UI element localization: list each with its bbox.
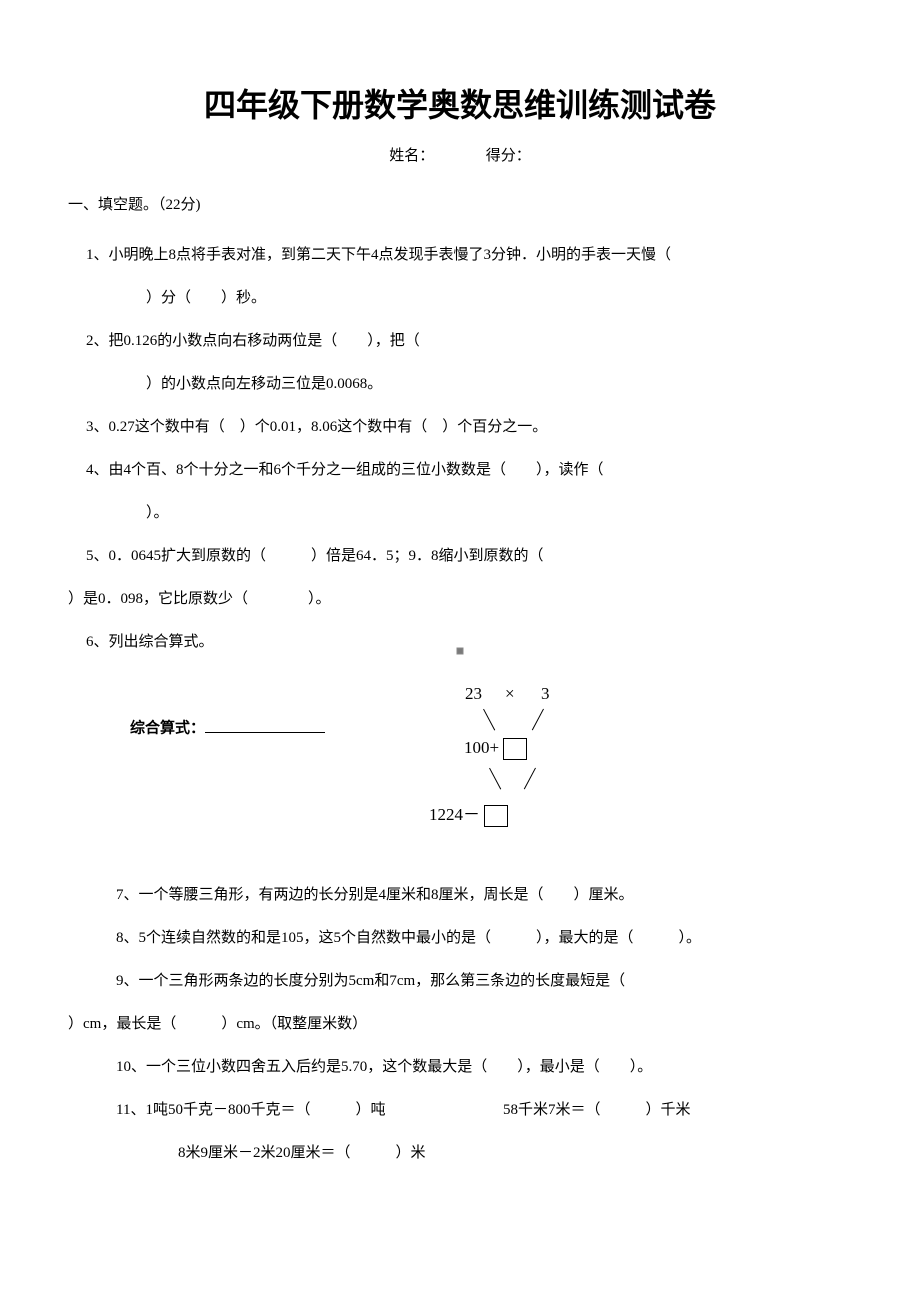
expression-tree: 23 × 3 100+ 1224－	[423, 684, 593, 854]
question-2-line1: 2、把0.126的小数点向右移动两位是（ ），把（	[86, 322, 852, 361]
tree-mid-text: 100+	[464, 738, 499, 757]
tree-line-4	[524, 768, 536, 790]
formula-blank	[205, 716, 325, 733]
question-10: 10、一个三位小数四舍五入后约是5.70，这个数最大是（ ），最小是（ ）。	[116, 1048, 852, 1087]
question-2-line2: ）的小数点向左移动三位是0.0068。	[146, 365, 852, 404]
tree-bottom-left: 1224－	[429, 800, 508, 827]
formula-label-text: 综合算式：	[130, 720, 205, 737]
question-5-line2: ）是0．098，它比原数少（ ）。	[68, 580, 852, 619]
question-9-line1: 9、一个三角形两条边的长度分别为5cm和7cm，那么第三条边的长度最短是（	[116, 962, 852, 1001]
section-1-heading: 一、填空题。（22分)	[68, 193, 852, 214]
question-4-line2: ）。	[146, 494, 852, 533]
question-7: 7、一个等腰三角形，有两边的长分别是4厘米和8厘米，周长是（ ）厘米。	[116, 876, 852, 915]
tree-mid-box	[503, 738, 527, 760]
subheader: 姓名： 得分：	[68, 144, 852, 165]
question-8: 8、5个连续自然数的和是105，这5个自然数中最小的是（ ），最大的是（ ）。	[116, 919, 852, 958]
question-1-line2: ）分（ ）秒。	[146, 279, 852, 318]
formula-label: 综合算式：	[130, 716, 325, 738]
question-11-line1: 11、1吨50千克－800千克＝（ ）吨 58千米7米＝（ ）千米	[116, 1091, 852, 1130]
question-11-part-b: 58千米7米＝（ ）千米	[503, 1102, 691, 1118]
page-title: 四年级下册数学奥数思维训练测试卷	[68, 80, 852, 126]
tree-bottom-box	[484, 805, 508, 827]
question-4-line1: 4、由4个百、8个十分之一和6个千分之一组成的三位小数数是（ ），读作（	[86, 451, 852, 490]
question-1-line1: 1、小明晚上8点将手表对准，到第二天下午4点发现手表慢了3分钟．小明的手表一天慢…	[86, 236, 852, 275]
tree-top-right: 3	[541, 684, 550, 704]
tree-bottom-text: 1224－	[429, 805, 480, 824]
question-3: 3、0.27这个数中有（ ）个0.01，8.06这个数中有（ ）个百分之一。	[86, 408, 852, 447]
question-11-line2: 8米9厘米－2米20厘米＝（ ）米	[178, 1134, 852, 1173]
tree-line-3	[489, 768, 501, 790]
tree-mid-left: 100+	[464, 738, 527, 760]
tree-line-1	[483, 709, 495, 731]
question-5-line1: 5、0．0645扩大到原数的（ ）倍是64．5；9．8缩小到原数的（	[86, 537, 852, 576]
center-marker	[457, 648, 464, 655]
tree-top-op: ×	[505, 684, 515, 704]
diagram-row: 综合算式： 23 × 3 100+ 1224－	[68, 684, 852, 854]
tree-top-left: 23	[465, 684, 482, 704]
name-label: 姓名：	[389, 148, 434, 164]
question-6: 6、列出综合算式。	[86, 623, 852, 662]
tree-line-2	[532, 709, 544, 731]
score-label: 得分：	[486, 148, 531, 164]
question-11-part-a: 11、1吨50千克－800千克＝（ ）吨	[116, 1102, 385, 1118]
question-9-line2: ）cm，最长是（ ）cm。（取整厘米数）	[68, 1005, 852, 1044]
